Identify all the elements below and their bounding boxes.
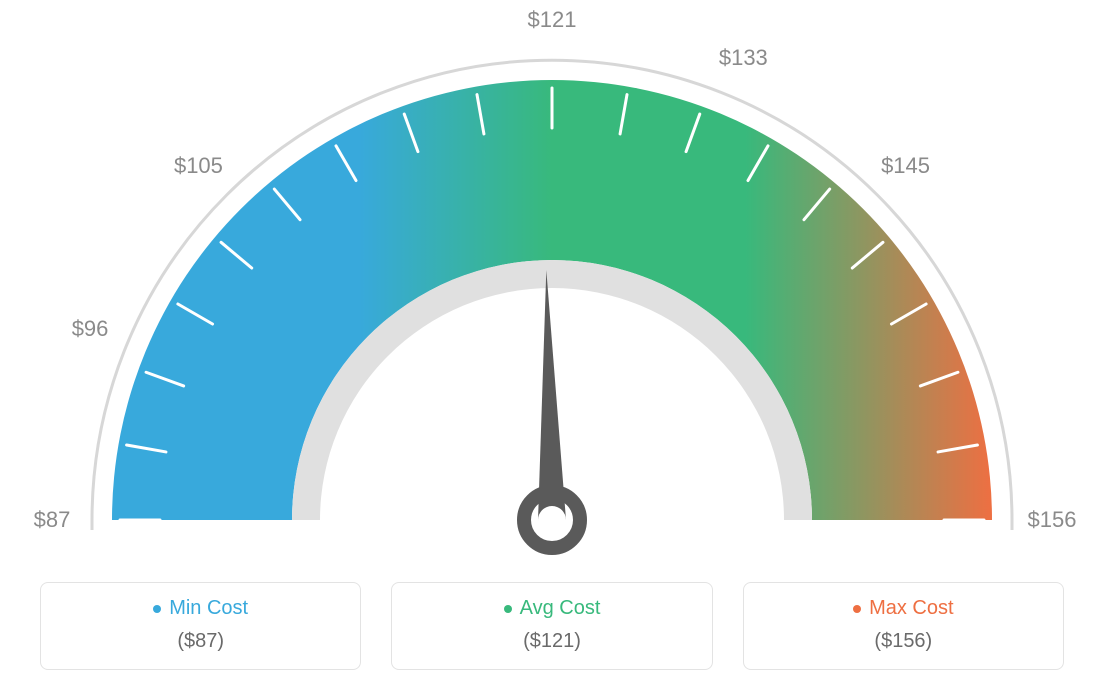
legend-max-label: Max Cost [754,597,1053,620]
scale-label: $145 [881,153,930,179]
scale-label: $133 [719,45,768,71]
dot-icon [504,605,512,613]
legend-min-card: Min Cost ($87) [40,582,361,670]
legend-max-label-text: Max Cost [869,597,953,619]
scale-label: $96 [72,316,109,342]
legend-max-value: ($156) [754,630,1053,653]
scale-label: $87 [34,507,71,533]
legend: Min Cost ($87) Avg Cost ($121) Max Cost … [40,582,1064,670]
legend-max-card: Max Cost ($156) [743,582,1064,670]
scale-label: $156 [1028,507,1077,533]
legend-avg-label-text: Avg Cost [520,597,601,619]
legend-avg-label: Avg Cost [402,597,701,620]
scale-label: $121 [528,7,577,33]
legend-min-value: ($87) [51,630,350,653]
dot-icon [853,605,861,613]
scale-label: $105 [174,153,223,179]
legend-avg-value: ($121) [402,630,701,653]
dot-icon [153,605,161,613]
gauge-chart-container: $87 $96 $105 $121 $133 $145 $156 Min Cost ($87… [0,0,1104,690]
legend-min-label: Min Cost [51,597,350,620]
legend-min-label-text: Min Cost [169,597,248,619]
legend-avg-card: Avg Cost ($121) [391,582,712,670]
gauge: $87 $96 $105 $121 $133 $145 $156 [0,0,1104,560]
